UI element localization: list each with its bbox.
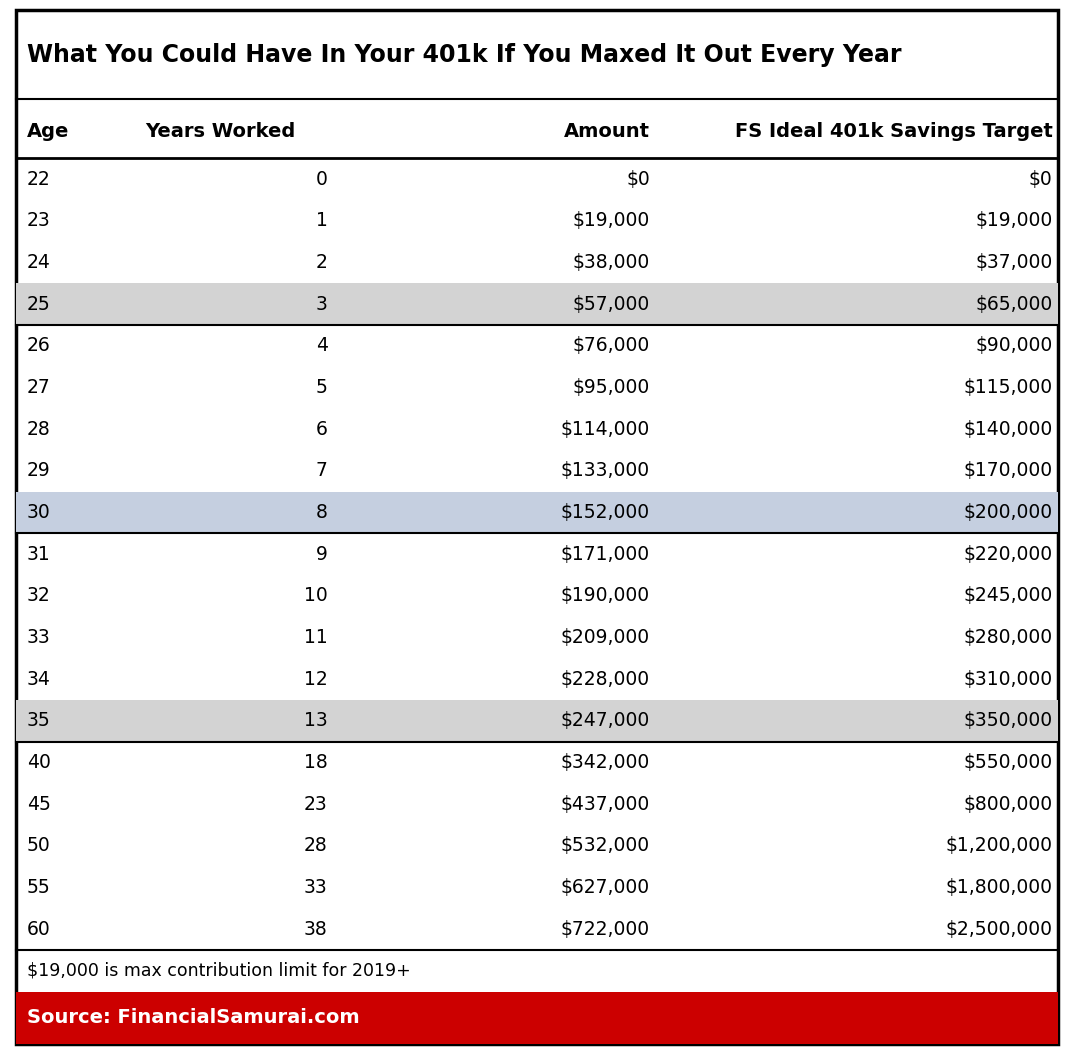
Text: 0: 0: [316, 170, 328, 189]
Text: 12: 12: [304, 669, 328, 689]
Text: 26: 26: [27, 337, 50, 356]
Bar: [16, 283, 1058, 325]
Text: $245,000: $245,000: [963, 586, 1053, 605]
Text: $76,000: $76,000: [572, 337, 650, 356]
Text: 34: 34: [27, 669, 50, 689]
Text: 27: 27: [27, 378, 50, 398]
Text: 7: 7: [316, 462, 328, 480]
Text: 1: 1: [316, 212, 328, 231]
Text: $550,000: $550,000: [963, 753, 1053, 772]
Text: $170,000: $170,000: [963, 462, 1053, 480]
Bar: [16, 991, 1058, 1044]
Text: Amount: Amount: [564, 122, 650, 141]
Text: $38,000: $38,000: [572, 253, 650, 272]
Text: 33: 33: [304, 878, 328, 897]
Text: 22: 22: [27, 170, 50, 189]
Text: $133,000: $133,000: [561, 462, 650, 480]
Text: $0: $0: [626, 170, 650, 189]
Text: $90,000: $90,000: [975, 337, 1053, 356]
Text: $228,000: $228,000: [561, 669, 650, 689]
Text: $171,000: $171,000: [561, 544, 650, 563]
Text: $152,000: $152,000: [561, 504, 650, 522]
Text: 24: 24: [27, 253, 50, 272]
Text: 25: 25: [27, 295, 50, 314]
Text: $209,000: $209,000: [561, 628, 650, 647]
Text: $19,000: $19,000: [572, 212, 650, 231]
Text: $532,000: $532,000: [561, 836, 650, 855]
Text: 5: 5: [316, 378, 328, 398]
Text: $1,800,000: $1,800,000: [945, 878, 1053, 897]
Text: 3: 3: [316, 295, 328, 314]
Text: What You Could Have In Your 401k If You Maxed It Out Every Year: What You Could Have In Your 401k If You …: [27, 43, 901, 67]
Text: 30: 30: [27, 504, 50, 522]
Text: 6: 6: [316, 420, 328, 438]
Text: 10: 10: [304, 586, 328, 605]
Text: $114,000: $114,000: [561, 420, 650, 438]
Text: 4: 4: [316, 337, 328, 356]
Text: 23: 23: [27, 212, 50, 231]
Text: 31: 31: [27, 544, 50, 563]
Text: 11: 11: [304, 628, 328, 647]
Text: 40: 40: [27, 753, 50, 772]
Text: $350,000: $350,000: [963, 711, 1053, 730]
Text: 29: 29: [27, 462, 50, 480]
Text: 18: 18: [304, 753, 328, 772]
Text: $0: $0: [1029, 170, 1053, 189]
Text: 32: 32: [27, 586, 50, 605]
Text: 38: 38: [304, 920, 328, 939]
Text: 23: 23: [304, 795, 328, 814]
Text: $19,000: $19,000: [975, 212, 1053, 231]
Text: 9: 9: [316, 544, 328, 563]
Text: Years Worked: Years Worked: [145, 122, 295, 141]
Text: $57,000: $57,000: [572, 295, 650, 314]
Text: $190,000: $190,000: [561, 586, 650, 605]
Text: $722,000: $722,000: [561, 920, 650, 939]
Text: 60: 60: [27, 920, 50, 939]
Text: FS Ideal 401k Savings Target: FS Ideal 401k Savings Target: [735, 122, 1053, 141]
Text: $280,000: $280,000: [963, 628, 1053, 647]
Text: $247,000: $247,000: [561, 711, 650, 730]
Text: $95,000: $95,000: [572, 378, 650, 398]
Text: $2,500,000: $2,500,000: [945, 920, 1053, 939]
Text: $19,000 is max contribution limit for 2019+: $19,000 is max contribution limit for 20…: [27, 962, 410, 980]
Text: $37,000: $37,000: [975, 253, 1053, 272]
Text: 13: 13: [304, 711, 328, 730]
Text: $65,000: $65,000: [975, 295, 1053, 314]
Bar: [16, 700, 1058, 742]
Text: 33: 33: [27, 628, 50, 647]
Text: 8: 8: [316, 504, 328, 522]
Text: 55: 55: [27, 878, 50, 897]
Text: 50: 50: [27, 836, 50, 855]
Text: $200,000: $200,000: [963, 504, 1053, 522]
Text: Source: FinancialSamurai.com: Source: FinancialSamurai.com: [27, 1008, 360, 1027]
Text: 28: 28: [27, 420, 50, 438]
Text: $627,000: $627,000: [561, 878, 650, 897]
Text: $220,000: $220,000: [963, 544, 1053, 563]
Text: $310,000: $310,000: [963, 669, 1053, 689]
Text: $800,000: $800,000: [963, 795, 1053, 814]
Text: $140,000: $140,000: [963, 420, 1053, 438]
Text: Age: Age: [27, 122, 69, 141]
Text: $115,000: $115,000: [963, 378, 1053, 398]
Bar: [16, 492, 1058, 533]
Text: 2: 2: [316, 253, 328, 272]
Text: $437,000: $437,000: [561, 795, 650, 814]
Text: 45: 45: [27, 795, 50, 814]
Text: 28: 28: [304, 836, 328, 855]
Text: 35: 35: [27, 711, 50, 730]
Text: $1,200,000: $1,200,000: [945, 836, 1053, 855]
Text: $342,000: $342,000: [561, 753, 650, 772]
